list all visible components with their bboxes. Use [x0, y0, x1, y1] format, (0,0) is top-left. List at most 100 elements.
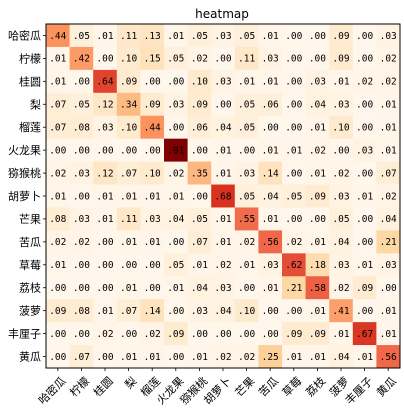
heatmap-cell-value: .01 [214, 237, 231, 248]
heatmap-cell [93, 184, 118, 208]
heatmap-cell [116, 69, 141, 94]
heatmap-cell [305, 299, 330, 323]
heatmap-cell [282, 46, 306, 71]
heatmap-cell-value: .00 [167, 352, 184, 363]
heatmap-cell [46, 322, 70, 346]
heatmap-cell-value: .01 [332, 329, 349, 340]
heatmap-cell-value: .01 [380, 123, 397, 134]
heatmap-cell [69, 184, 94, 208]
y-tick-label: 丰厘子 [8, 328, 41, 341]
heatmap-cell [352, 92, 377, 117]
heatmap-cell [305, 276, 330, 300]
heatmap-cell-value: .00 [96, 237, 113, 248]
heatmap-cell-value: .04 [332, 237, 349, 248]
heatmap-cell-value: .07 [191, 237, 208, 248]
heatmap-cell [258, 69, 283, 94]
heatmap-cell-value: .00 [309, 214, 326, 225]
heatmap-cell [258, 345, 283, 369]
heatmap-cell-value: .01 [238, 77, 255, 88]
heatmap-cell-value: .62 [285, 260, 302, 271]
heatmap-cell-value: .01 [144, 237, 161, 248]
heatmap-cell-value: .05 [73, 31, 90, 42]
heatmap-cell-value: .01 [332, 77, 349, 88]
heatmap-cell-value: .00 [144, 145, 161, 156]
heatmap-cell-value: .02 [309, 145, 326, 156]
heatmap-cell-value: .00 [332, 145, 349, 156]
heatmap-cell [116, 253, 141, 277]
heatmap-cell-value: .03 [309, 77, 326, 88]
heatmap-cell [116, 230, 141, 254]
heatmap-cell-value: .09 [144, 100, 161, 111]
heatmap-cell [376, 345, 401, 369]
heatmap-cell-value: .03 [332, 100, 349, 111]
heatmap-cell [376, 230, 401, 254]
x-tick-label: 桂圆 [90, 374, 115, 399]
x-tick-label: 芒果 [233, 375, 258, 400]
heatmap-cell-value: .00 [167, 123, 184, 134]
heatmap-cell [69, 115, 94, 140]
heatmap-cell [376, 24, 401, 48]
heatmap-cell [211, 46, 236, 71]
heatmap-cell-value: .04 [214, 306, 231, 317]
heatmap-cell [93, 115, 118, 140]
heatmap-cell [211, 24, 236, 48]
heatmap-cell-value: .00 [49, 145, 66, 156]
heatmap-cell [305, 138, 330, 162]
heatmap-cell-value: .09 [356, 283, 373, 294]
heatmap-cell [46, 138, 70, 162]
heatmap-cell-value: .00 [73, 145, 90, 156]
heatmap-cell [140, 207, 165, 231]
y-tick-label: 芒果 [19, 213, 41, 226]
heatmap-cell [69, 207, 94, 231]
heatmap-cell [46, 230, 70, 254]
heatmap-cell [164, 276, 188, 300]
heatmap-cell-value: .01 [120, 237, 137, 248]
heatmap-cell-value: .02 [144, 329, 161, 340]
heatmap-cell [140, 69, 165, 94]
heatmap-cell [258, 138, 283, 162]
heatmap-cell-value: .08 [73, 123, 90, 134]
heatmap-cell-value: .00 [120, 260, 137, 271]
heatmap-cell-value: .01 [49, 77, 66, 88]
heatmap-cell-value: .02 [49, 168, 66, 179]
heatmap-cell-value: .67 [356, 329, 373, 340]
heatmap-cell-value: .03 [262, 260, 279, 271]
heatmap-cell [164, 92, 188, 117]
heatmap-cell [234, 24, 259, 48]
heatmap-cell-value: .00 [73, 260, 90, 271]
heatmap-cell [329, 345, 354, 369]
heatmap-cell [164, 24, 188, 48]
heatmap-cell [258, 322, 283, 346]
heatmap-cell-value: .05 [238, 31, 255, 42]
heatmap-cell [305, 69, 330, 94]
heatmap-cell-value: .03 [73, 168, 90, 179]
heatmap-cell-value: .03 [214, 31, 231, 42]
y-tick-label: 猕猴桃 [8, 166, 41, 180]
heatmap-cell-value: .00 [167, 306, 184, 317]
heatmap-cell [376, 69, 401, 94]
heatmap-cell-value: .14 [262, 168, 279, 179]
heatmap-cell [164, 322, 188, 346]
heatmap-cell [187, 138, 212, 162]
heatmap-cell-value: .06 [262, 100, 279, 111]
heatmap-cell [140, 161, 165, 185]
heatmap-cell [46, 207, 70, 231]
heatmap-cell-value: .00 [238, 329, 255, 340]
heatmap-cell [211, 161, 236, 185]
heatmap-cell-value: .09 [285, 329, 302, 340]
heatmap-cell [211, 230, 236, 254]
heatmap-cell-value: .00 [73, 329, 90, 340]
heatmap-cell-value: .01 [191, 260, 208, 271]
heatmap-cell-value: .01 [285, 145, 302, 156]
heatmap-cell-value: .02 [332, 283, 349, 294]
heatmap-cell-value: .00 [285, 77, 302, 88]
heatmap-cell [46, 46, 70, 71]
heatmap-cell [352, 299, 377, 323]
heatmap-cell-value: .00 [96, 145, 113, 156]
heatmap-cell [258, 230, 283, 254]
heatmap-cell-value: .01 [214, 168, 231, 179]
heatmap-cell-value: .00 [49, 283, 66, 294]
y-tick-label: 梨 [30, 97, 41, 111]
heatmap-cell [46, 276, 70, 300]
